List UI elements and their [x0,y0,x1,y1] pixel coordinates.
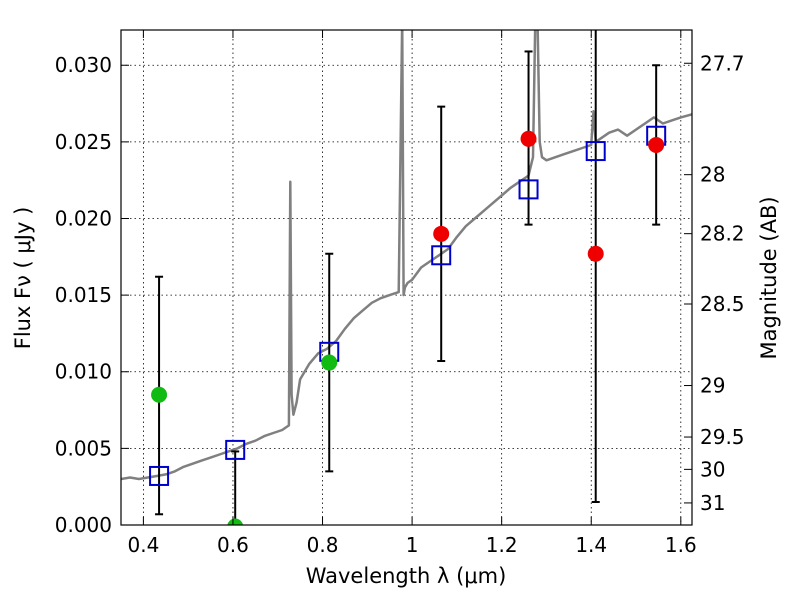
right-axis-label: Magnitude (AB) [757,196,781,359]
right-tick-label: 30 [700,457,725,481]
x-tick-label: 0.4 [127,533,159,557]
y-tick-label: 0.030 [55,53,112,77]
y-tick-label: 0.025 [55,130,112,154]
observed-point [520,130,537,147]
observed-point [648,136,665,153]
grid-lines [121,30,692,526]
model-square [518,179,539,200]
model-square [431,245,452,266]
model-square [149,465,170,486]
model-square [585,141,606,162]
right-tick-label: 29 [700,374,725,398]
observed-point [433,225,450,242]
right-tick-label: 28 [700,163,725,187]
spectrum-line [121,30,692,481]
y-ticks: 0.000 0.005 0.010 0.015 0.020 0.025 0.030 [55,53,129,537]
observed-point [321,354,338,371]
right-tick-label: 29.5 [700,425,745,449]
plot-frame [120,29,693,526]
right-tick-label: 28.2 [700,222,745,246]
y-axis-label: Flux Fν ( μJy ) [11,207,35,350]
x-ticks: 0.4 0.6 0.8 1 1.2 1.4 1.6 [127,30,697,557]
y-tick-label: 0.010 [55,360,112,384]
y-tick-label: 0.000 [55,513,112,537]
error-bars [155,30,661,525]
model-square [225,439,246,460]
observed-point [587,245,604,262]
x-tick-label: 0.8 [307,533,339,557]
model-squares [149,125,667,486]
right-tick-label: 31 [700,491,725,515]
observed-point [151,386,168,403]
right-tick-label: 28.5 [700,292,745,316]
observed-point [227,518,244,525]
plot-area [121,30,692,525]
observed-points [151,130,665,525]
x-tick-label: 0.6 [217,533,249,557]
y-tick-label: 0.005 [55,436,112,460]
x-tick-label: 1 [406,533,419,557]
x-tick-label: 1.4 [575,533,607,557]
y-tick-label: 0.015 [55,283,112,307]
right-magnitude-ticks: 27.7 28 28.2 28.5 29 29.5 30 31 [684,51,745,515]
x-axis-label: Wavelength λ (μm) [306,564,507,588]
right-tick-label: 27.7 [700,51,745,75]
x-tick-label: 1.6 [665,533,697,557]
y-tick-label: 0.020 [55,206,112,230]
x-tick-label: 1.2 [486,533,518,557]
